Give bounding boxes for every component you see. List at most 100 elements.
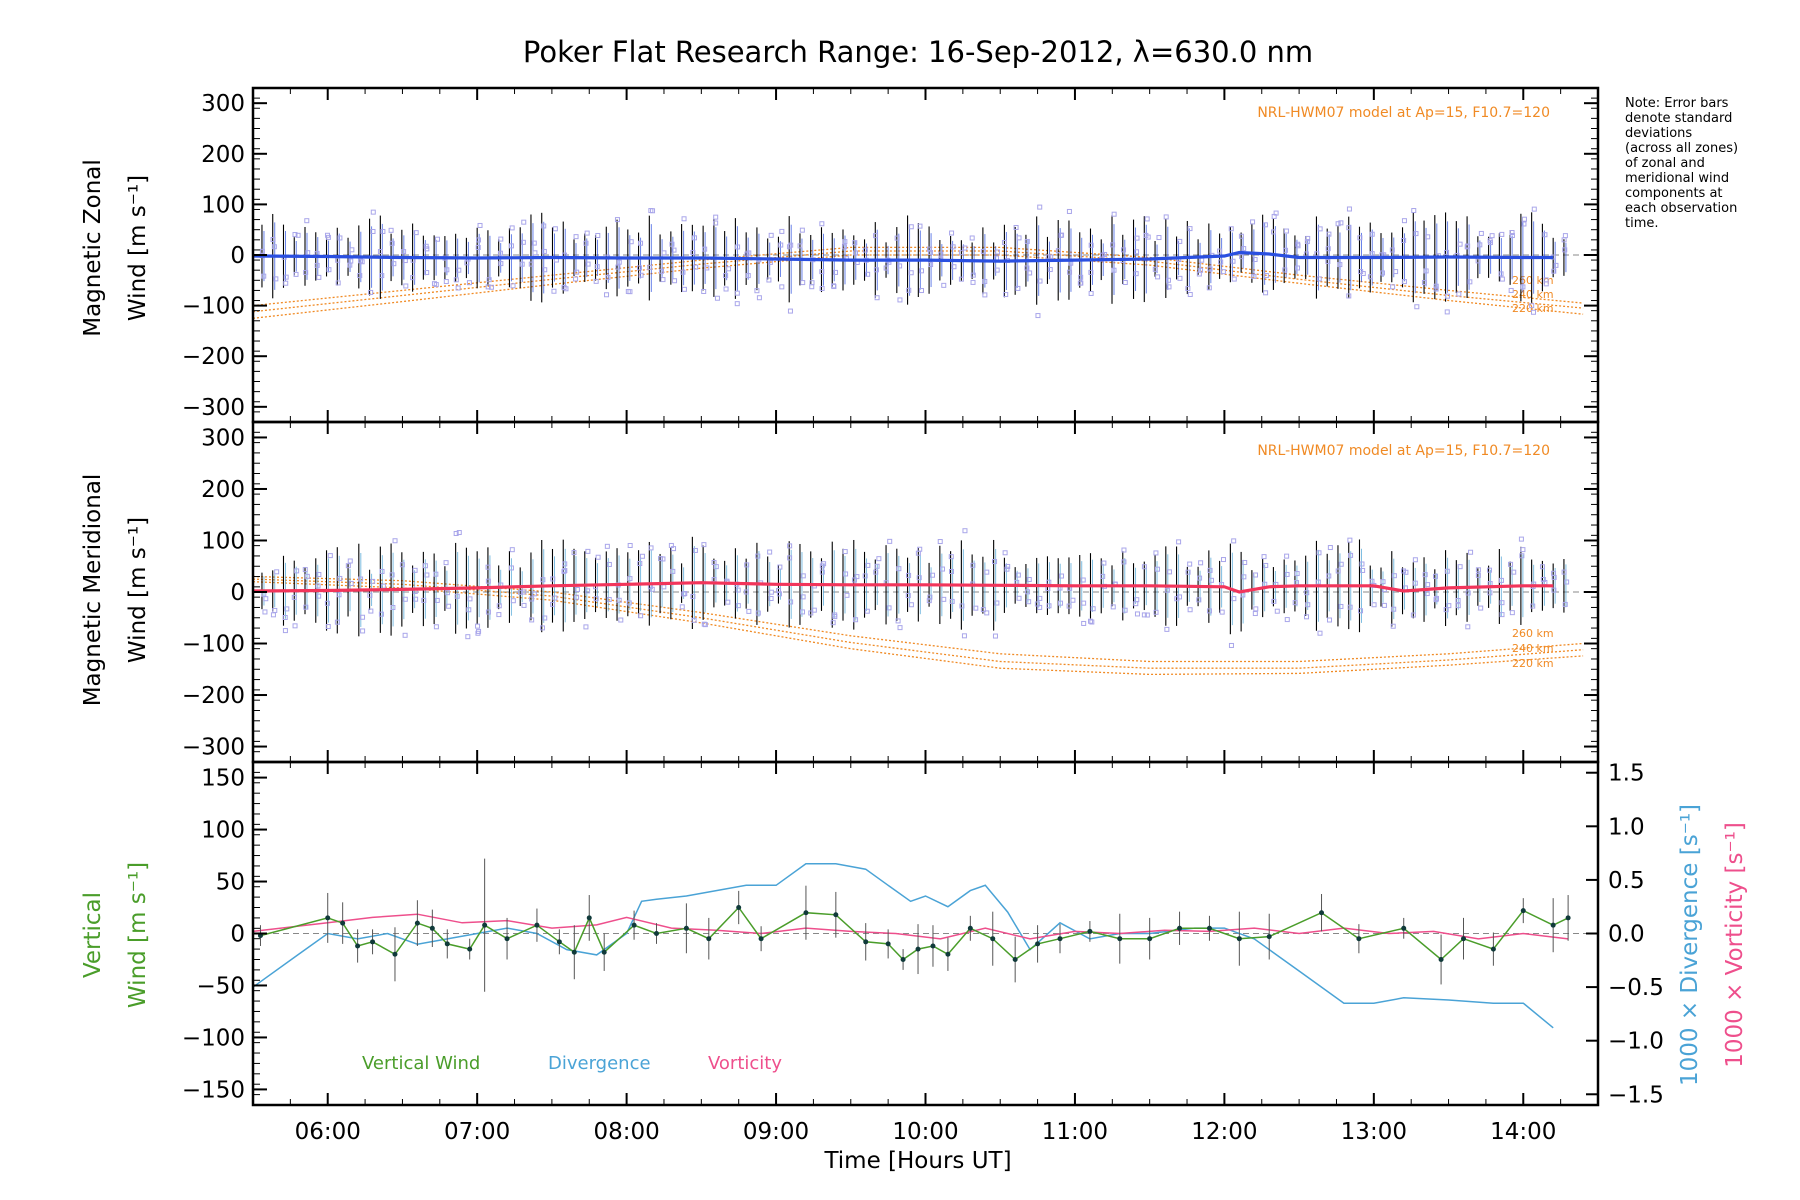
zone-sample xyxy=(776,588,782,594)
zone-sample xyxy=(1208,577,1214,583)
zone-sample xyxy=(336,592,342,598)
zone-sample xyxy=(1305,235,1311,241)
zone-sample xyxy=(1152,266,1158,272)
zone-sample xyxy=(552,595,558,601)
zone-sample xyxy=(638,272,644,278)
zone-sample xyxy=(561,284,567,290)
zone-sample xyxy=(303,604,309,610)
zone-sample xyxy=(1026,577,1032,583)
x-tick-label: 11:00 xyxy=(1042,1119,1108,1145)
zone-sample xyxy=(347,558,353,564)
vertical-wind-point xyxy=(355,943,361,949)
zone-sample xyxy=(1443,607,1449,613)
zone-sample xyxy=(928,262,934,268)
zone-sample xyxy=(1027,270,1033,276)
y-tick-label: 300 xyxy=(201,91,245,117)
zone-sample xyxy=(1294,265,1300,271)
zone-sample xyxy=(1551,587,1557,593)
zone-sample xyxy=(1337,262,1343,268)
zone-sample xyxy=(1508,561,1514,567)
zone-sample xyxy=(841,244,847,250)
zone-sample xyxy=(1013,224,1019,230)
zone-sample xyxy=(1047,267,1053,273)
zone-sample xyxy=(485,284,491,290)
zone-sample xyxy=(1389,247,1395,253)
zone-sample xyxy=(787,555,793,561)
zone-sample xyxy=(335,280,341,286)
zone-sample xyxy=(1509,233,1515,239)
zone-sample xyxy=(1433,283,1439,289)
zone-sample xyxy=(886,605,892,611)
zone-sample xyxy=(894,235,900,241)
zone-sample xyxy=(497,250,503,256)
zone-sample xyxy=(574,269,580,275)
right-tick-label: 1.0 xyxy=(1608,814,1645,840)
zone-sample xyxy=(316,274,322,280)
note-line: components at xyxy=(1625,186,1723,201)
zone-sample xyxy=(1347,537,1353,543)
zone-sample xyxy=(510,598,516,604)
zone-sample xyxy=(1520,547,1526,553)
zone-sample xyxy=(842,549,848,555)
zone-sample xyxy=(292,232,298,238)
zone-sample xyxy=(1401,237,1407,243)
zone-sample xyxy=(1078,274,1084,280)
zone-sample xyxy=(272,607,278,613)
zone-sample xyxy=(1003,292,1009,298)
zone-sample xyxy=(930,572,936,578)
zone-sample xyxy=(1102,251,1108,257)
zone-sample xyxy=(746,250,752,256)
zone-sample xyxy=(1444,249,1450,255)
zone-sample xyxy=(1220,557,1226,563)
zone-sample xyxy=(294,568,300,574)
zone-sample xyxy=(1305,602,1311,608)
vertical-wind-point xyxy=(1356,936,1362,942)
zone-sample xyxy=(906,287,912,293)
zone-sample xyxy=(380,228,386,234)
zone-sample xyxy=(768,232,774,238)
zone-sample xyxy=(424,246,430,252)
zone-sample xyxy=(1111,267,1117,273)
zone-sample xyxy=(938,251,944,257)
vertical-wind-point xyxy=(803,910,809,916)
zone-sample xyxy=(1153,550,1159,556)
zone-sample xyxy=(1446,603,1452,609)
zone-sample xyxy=(1391,573,1397,579)
zone-sample xyxy=(927,250,933,256)
divergence-ylabel: 1000 × Divergence [s⁻¹] xyxy=(1677,804,1703,1086)
zone-sample xyxy=(305,250,311,256)
zone-sample xyxy=(1561,569,1567,575)
zone-sample xyxy=(496,603,502,609)
y-tick-label: 0 xyxy=(230,580,245,606)
zone-sample xyxy=(488,284,494,290)
zone-sample xyxy=(1283,228,1289,234)
zone-sample xyxy=(292,623,298,629)
zone-sample xyxy=(713,564,719,570)
zone-sample xyxy=(1037,595,1043,601)
zone-sample xyxy=(1531,206,1537,212)
zone-sample xyxy=(574,587,580,593)
zone-sample xyxy=(378,611,384,617)
zone-sample xyxy=(1253,572,1259,578)
zone-sample xyxy=(854,574,860,580)
zone-sample xyxy=(627,576,633,582)
zone-sample xyxy=(883,265,889,271)
zone-sample xyxy=(1166,284,1172,290)
zone-sample xyxy=(1467,279,1473,285)
right-tick-label: −1.0 xyxy=(1608,1029,1664,1055)
zone-sample xyxy=(475,245,481,251)
zone-sample xyxy=(562,561,568,567)
zone-sample xyxy=(1284,617,1290,623)
vertical-wind-point xyxy=(601,949,607,955)
zone-sample xyxy=(594,264,600,270)
zone-sample xyxy=(1359,561,1365,567)
zone-sample xyxy=(916,575,922,581)
zonal-ylabel-line1: Magnetic Zonal xyxy=(80,159,106,337)
zone-sample xyxy=(1401,279,1407,285)
zone-sample xyxy=(424,572,430,578)
zone-sample xyxy=(1145,234,1151,240)
zone-sample xyxy=(282,628,288,634)
zone-sample xyxy=(552,226,558,232)
zone-sample xyxy=(1121,247,1127,253)
zone-sample xyxy=(1035,313,1041,319)
